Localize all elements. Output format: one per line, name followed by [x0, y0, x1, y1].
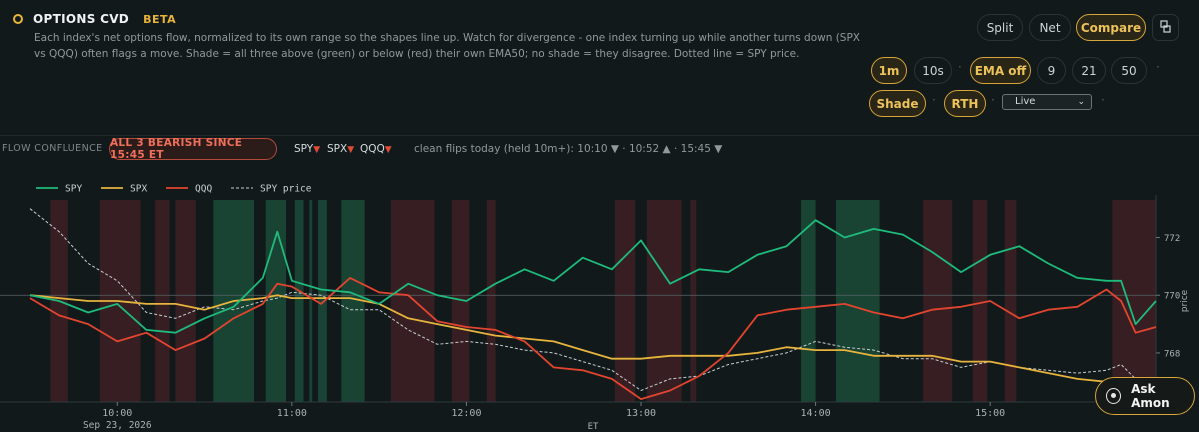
bull-shade [801, 200, 816, 402]
x-date-label: Sep 23, 2026 [83, 420, 152, 431]
separator-dot: · [932, 93, 936, 107]
panel-description: Each index's net options flow, normalize… [34, 32, 860, 60]
bull-shade [309, 200, 313, 402]
x-tick-label: 15:00 [975, 408, 1005, 419]
record-icon [1106, 388, 1122, 404]
y-tick-label: 772 [1164, 234, 1180, 244]
series-line-qqq [29, 277, 1157, 400]
confluence-status-badge: ALL 3 BEARISH SINCE 15:45 ET [109, 137, 277, 161]
spx-label: SPX [327, 143, 348, 155]
bear-shade [390, 200, 435, 402]
spx-indicator: SPX▼ [327, 143, 354, 155]
x-tick-label: 11:00 [277, 408, 307, 419]
down-arrow-icon: ▼ [347, 145, 355, 155]
bull-shade [835, 200, 880, 402]
y-tick-label: 770 [1164, 292, 1180, 302]
x-axis-label: ET [588, 422, 599, 432]
popout-icon [1160, 20, 1171, 33]
timeframe-1m-button[interactable]: 1m [871, 57, 907, 84]
bull-shade [341, 200, 365, 402]
bull-shade [265, 200, 287, 402]
bull-shade [318, 200, 327, 402]
ema-9-button[interactable]: 9 [1037, 57, 1066, 84]
panel-header: OPTIONS CVD BETA [13, 12, 176, 26]
bear-shade [1112, 200, 1156, 402]
bear-shade [972, 200, 988, 402]
mode-select-value: Live [1015, 96, 1036, 107]
series-line-spx [29, 294, 1157, 386]
separator-dot: · [958, 60, 962, 74]
qqq-label: QQQ [360, 143, 385, 155]
confluence-label: FLOW CONFLUENCE [2, 143, 103, 154]
ask-amon-label: Ask Amon [1131, 382, 1170, 410]
net-button[interactable]: Net [1029, 14, 1071, 41]
bear-shade [614, 200, 636, 402]
circle-icon [13, 14, 23, 24]
timeframe-10s-button[interactable]: 10s [914, 57, 952, 84]
x-tick-label: 14:00 [801, 408, 831, 419]
ema-50-button[interactable]: 50 [1111, 57, 1147, 84]
shade-button[interactable]: Shade [869, 90, 926, 117]
bear-shade [646, 200, 682, 402]
spy-indicator: SPY▼ [294, 143, 320, 155]
bear-shade [690, 200, 697, 402]
down-arrow-icon: ▼ [384, 145, 392, 155]
bear-shade [1004, 200, 1017, 402]
spy-label: SPY [294, 143, 314, 155]
x-tick-label: 13:00 [626, 408, 656, 419]
clean-flips-text: clean flips today (held 10m+): 10:10 ▼ ·… [414, 143, 723, 155]
ema-off-button[interactable]: EMA off [970, 57, 1031, 84]
legend-label: QQQ [195, 184, 212, 195]
legend-label: SPY [65, 184, 82, 195]
split-button[interactable]: Split [977, 14, 1023, 41]
mode-select[interactable]: Live ⌄ [1002, 94, 1092, 110]
y-tick-label: 768 [1164, 349, 1180, 359]
bear-shade [155, 200, 170, 402]
y-axis-label: price [1180, 289, 1190, 312]
separator-dot: · [1101, 93, 1105, 107]
down-arrow-icon: ▼ [313, 145, 321, 155]
ask-amon-button[interactable]: Ask Amon [1095, 377, 1195, 415]
chevron-down-icon: ⌄ [1077, 97, 1085, 107]
bull-shade [294, 200, 304, 402]
bear-shade [486, 200, 496, 402]
series-line-spy [29, 219, 1157, 334]
rth-button[interactable]: RTH [944, 90, 986, 117]
beta-badge: BETA [143, 12, 177, 26]
separator-dot: · [1156, 60, 1160, 74]
bear-shade [923, 200, 953, 402]
bear-shade [451, 200, 470, 402]
separator-dot: · [991, 93, 995, 107]
divider [0, 135, 1199, 136]
bear-shade [175, 200, 196, 402]
ema-21-button[interactable]: 21 [1072, 57, 1106, 84]
x-tick-label: 12:00 [451, 408, 481, 419]
popout-button[interactable] [1152, 14, 1179, 41]
compare-button[interactable]: Compare [1076, 14, 1146, 41]
qqq-indicator: QQQ▼ [360, 143, 392, 155]
x-tick-label: 10:00 [102, 408, 132, 419]
panel-title: OPTIONS CVD [33, 12, 130, 26]
legend-label: SPX [130, 184, 147, 195]
legend-label: SPY price [260, 184, 312, 195]
